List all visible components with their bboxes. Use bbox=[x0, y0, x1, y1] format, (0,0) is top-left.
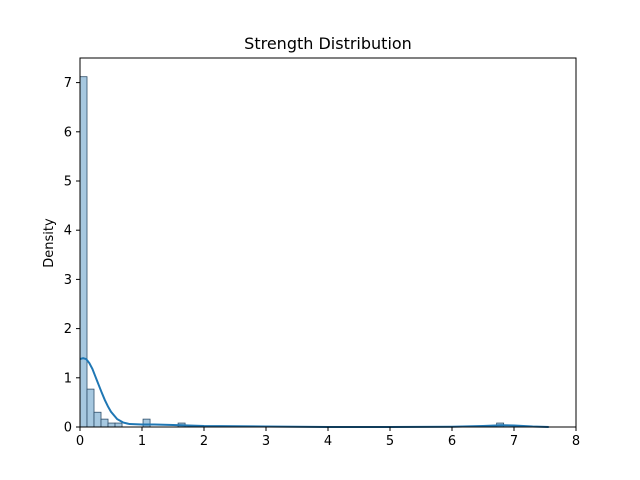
histogram-bar bbox=[114, 422, 123, 428]
kde-curve bbox=[79, 357, 549, 428]
y-tick-label: 6 bbox=[64, 125, 72, 140]
x-tick-label: 0 bbox=[76, 434, 84, 449]
y-tick-label: 1 bbox=[64, 371, 72, 386]
y-tick-label: 4 bbox=[64, 224, 72, 239]
histogram-bar bbox=[79, 76, 88, 428]
plot-frame bbox=[79, 57, 577, 428]
y-tick-label: 2 bbox=[64, 322, 72, 337]
x-tick-label: 8 bbox=[572, 434, 580, 449]
y-tick-label: 3 bbox=[64, 273, 72, 288]
histogram-bar bbox=[100, 418, 109, 428]
histogram-bar bbox=[107, 422, 116, 428]
histogram-bar bbox=[86, 388, 95, 428]
y-axis-label: Density bbox=[42, 218, 57, 268]
x-tick-label: 2 bbox=[200, 434, 208, 449]
histogram-bar bbox=[93, 411, 102, 428]
y-tick-label: 5 bbox=[64, 175, 72, 190]
bars-group bbox=[79, 76, 505, 428]
y-tick-label: 7 bbox=[64, 76, 72, 91]
x-tick-label: 5 bbox=[386, 434, 394, 449]
x-axis-ticks: 0 1 2 3 4 5 6 7 8 bbox=[76, 427, 580, 449]
histogram-bar bbox=[142, 418, 151, 428]
x-tick-label: 6 bbox=[448, 434, 456, 449]
x-tick-label: 4 bbox=[324, 434, 332, 449]
x-tick-label: 7 bbox=[510, 434, 518, 449]
y-axis-ticks: 0 1 2 3 4 5 6 7 bbox=[64, 76, 80, 436]
chart-title: Strength Distribution bbox=[244, 34, 412, 53]
y-tick-label: 0 bbox=[64, 421, 72, 436]
x-tick-label: 1 bbox=[138, 434, 146, 449]
x-tick-label: 3 bbox=[262, 434, 270, 449]
